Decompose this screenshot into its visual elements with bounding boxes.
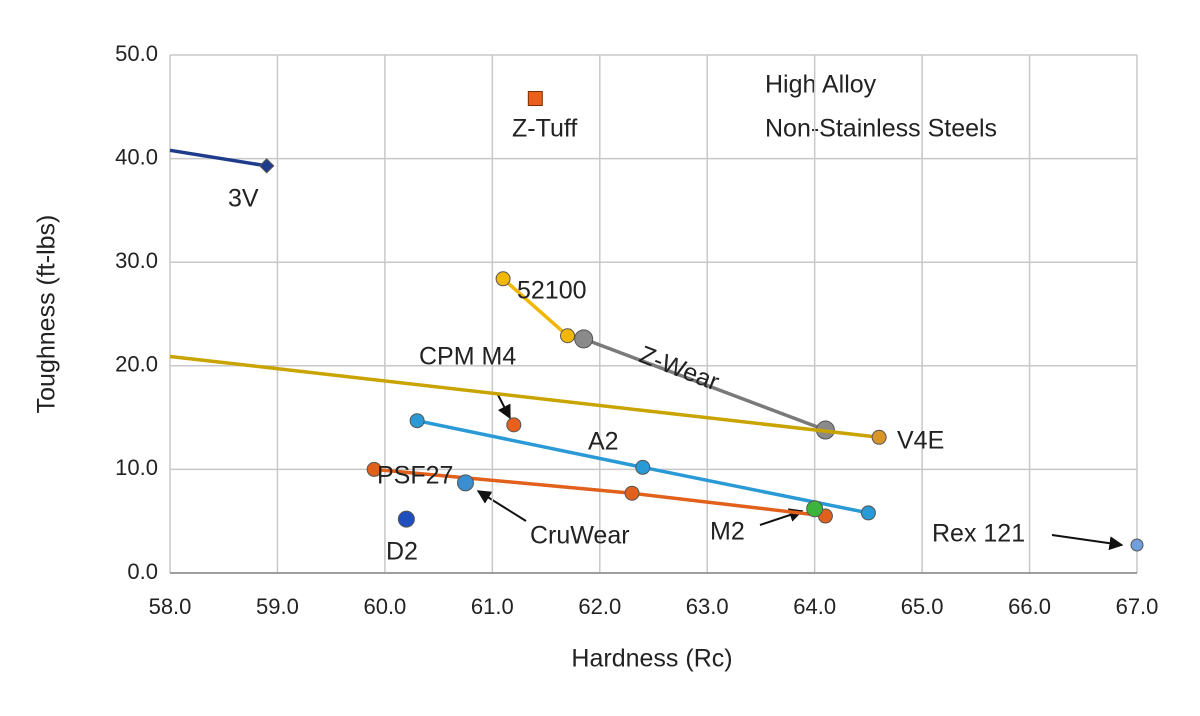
x-tick-label: 60.0 — [363, 594, 406, 619]
arrows — [476, 392, 1124, 551]
annotation: Non-Stainless Steels — [765, 115, 997, 143]
marker — [624, 485, 640, 501]
y-tick-label: 50.0 — [115, 41, 158, 66]
x-tick-label: 64.0 — [793, 594, 836, 619]
arrow — [476, 490, 527, 522]
series-label: CruWear — [530, 522, 630, 550]
marker — [527, 91, 543, 107]
x-tick-label: 58.0 — [149, 594, 192, 619]
series-label: 3V — [228, 185, 259, 213]
y-tick-label: 20.0 — [115, 352, 158, 377]
marker — [258, 158, 275, 174]
marker — [1130, 538, 1144, 552]
series-label: A2 — [588, 428, 619, 456]
marker — [871, 429, 887, 445]
series-label: CPM M4 — [419, 343, 516, 371]
y-tick-label: 10.0 — [115, 455, 158, 480]
x-tick-label: 63.0 — [686, 594, 729, 619]
marker — [409, 413, 425, 429]
x-axis-label: Hardness (Rc) — [571, 645, 732, 673]
series-label: D2 — [386, 538, 418, 566]
marker — [456, 474, 474, 492]
marker — [806, 500, 824, 518]
y-tick-label: 30.0 — [115, 248, 158, 273]
series-line — [169, 148, 267, 168]
y-tick-label: 40.0 — [115, 144, 158, 169]
marker — [495, 271, 511, 287]
marker — [860, 505, 876, 521]
series-label: Z-Wear — [635, 341, 722, 397]
x-tick-label: 62.0 — [578, 594, 621, 619]
marker — [560, 328, 576, 344]
series-label: 52100 — [517, 277, 587, 305]
marker — [574, 329, 594, 349]
series-label: M2 — [710, 518, 745, 546]
arrow — [1051, 534, 1124, 551]
x-tick-label: 66.0 — [1008, 594, 1051, 619]
series-line — [583, 337, 827, 432]
x-tick-label: 59.0 — [256, 594, 299, 619]
x-tick-label: 61.0 — [471, 594, 514, 619]
marker — [397, 510, 415, 528]
arrow — [496, 392, 511, 420]
series-label: Rex 121 — [932, 520, 1025, 548]
x-tick-label: 67.0 — [1116, 594, 1159, 619]
x-tick-label: 65.0 — [901, 594, 944, 619]
series-line — [501, 277, 569, 338]
marker — [366, 461, 382, 477]
y-axis-label: Toughness (ft-lbs) — [33, 215, 61, 414]
series-label: V4E — [897, 427, 944, 455]
y-tick-label: 0.0 — [127, 559, 158, 584]
series-label: PSF27 — [377, 462, 453, 490]
marker — [635, 459, 651, 475]
series-label: Z-Tuff — [512, 115, 577, 143]
annotation: High Alloy — [765, 71, 877, 99]
marker — [506, 417, 522, 433]
series-line — [169, 354, 880, 440]
